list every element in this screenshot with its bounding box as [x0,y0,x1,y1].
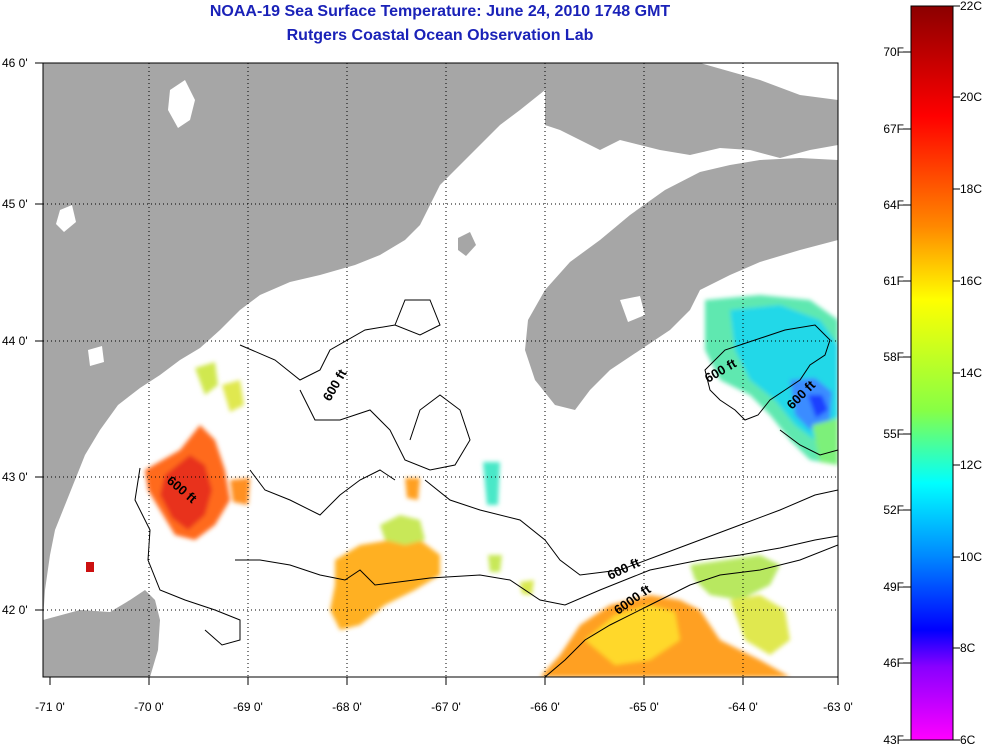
colorbar-c-label: 20C [960,90,983,104]
colorbar-f-label: 55F [883,427,904,441]
colorbar-f-label: 43F [883,733,904,747]
y-tick-label: 44 0' [2,334,28,348]
sst-patch [483,462,500,505]
x-tick-label: -63 0' [823,700,853,714]
y-tick-label: 43 0' [2,470,28,484]
colorbar-c-label: 14C [960,366,983,380]
graticule [43,63,838,677]
y-tick-label: 46 0' [2,56,28,70]
colorbar-c-label: 10C [960,550,983,564]
colorbar-f-label: 70F [883,45,904,59]
colorbar-f-label: 64F [883,198,904,212]
colorbar-c-label: 8C [960,641,976,655]
axis-ticks [35,62,839,685]
x-tick-label: -69 0' [233,700,263,714]
lake [88,346,104,366]
lake [56,205,76,232]
sst-patch [405,478,420,500]
sst-patch [690,555,780,600]
sst-patch [230,478,250,505]
colorbar-f-label: 61F [883,274,904,288]
colorbar-c-label: 16C [960,274,983,288]
land-grand-manan [458,232,476,256]
map-title: NOAA-19 Sea Surface Temperature: June 24… [209,3,671,20]
colorbar-f-label: 58F [883,350,904,364]
map-subtitle: Rutgers Coastal Ocean Observation Lab [286,27,594,44]
sst-patch [222,380,244,412]
y-tick-label: 45 0' [2,197,28,211]
contour-600ft [239,299,441,381]
contour-600ft [134,467,241,646]
colorbar-c-label: 18C [960,182,983,196]
lake [535,140,550,165]
land-nova-scotia [525,158,838,410]
colorbar-f-label: 67F [883,122,904,136]
lake [620,296,645,322]
sst-patch [812,418,838,465]
x-tick-label: -68 0' [332,700,362,714]
colorbar [910,5,954,741]
land-new-brunswick [545,63,838,158]
lake [168,80,195,128]
colorbar-ticks [903,5,960,741]
sst-patch [488,555,502,572]
x-tick-label: -71 0' [35,700,65,714]
colorbar-c-label: 12C [960,458,983,472]
colorbar-c-label: 6C [960,733,976,747]
x-tick-label: -64 0' [728,700,758,714]
contour-600ft [249,469,396,516]
x-tick-label: -70 0' [134,700,164,714]
land-new-england [43,63,545,620]
sst-patch [808,395,828,418]
x-tick-label: -65 0' [629,700,659,714]
sst-patch [380,515,425,545]
colorbar-f-label: 52F [883,503,904,517]
contour-600ft [704,324,831,421]
sst-patch [790,378,832,430]
sst-patch [520,580,534,595]
contour-600ft [779,429,838,456]
sst-patch [86,562,94,572]
sst-patch [195,362,218,395]
y-tick-label: 42 0' [2,603,28,617]
colorbar-c-label: 22C [960,0,983,13]
colorbar-f-label: 49F [883,580,904,594]
sst-patch [160,455,212,530]
contour-6000ft [544,544,838,677]
x-tick-label: -67 0' [431,700,461,714]
sst-patch [330,540,440,630]
map-frame [42,62,839,678]
contour-600ft [235,535,838,606]
contour-600ft [424,479,838,576]
sst-patch [585,605,680,665]
x-tick-label: -66 0' [530,700,560,714]
colorbar-f-label: 46F [883,656,904,670]
land-cape-cod [43,590,160,677]
contour-600ft [299,389,471,471]
